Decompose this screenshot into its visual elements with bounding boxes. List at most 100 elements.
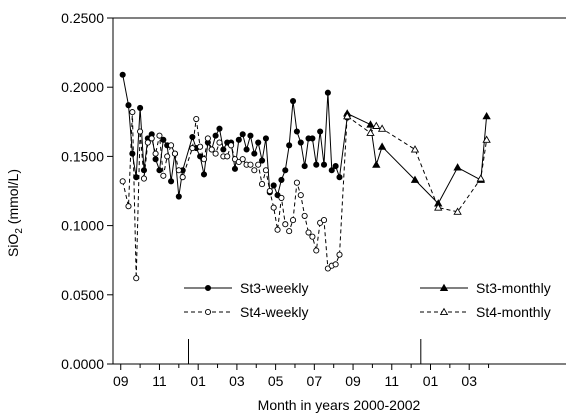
data-point xyxy=(259,181,266,188)
data-point xyxy=(140,175,148,182)
data-point xyxy=(320,161,328,168)
data-point xyxy=(189,145,196,152)
data-point xyxy=(231,165,239,172)
data-point xyxy=(160,172,167,179)
data-point xyxy=(235,136,242,143)
data-point xyxy=(216,139,223,146)
data-point xyxy=(133,174,140,181)
legend-marker xyxy=(439,283,449,291)
data-point xyxy=(171,150,178,157)
data-point xyxy=(301,163,308,170)
data-point xyxy=(129,109,136,116)
data-point xyxy=(200,171,208,178)
series-line xyxy=(122,74,348,197)
data-point xyxy=(125,102,132,109)
data-point xyxy=(434,203,443,211)
data-point xyxy=(324,89,331,96)
data-point xyxy=(410,145,420,153)
data-point xyxy=(247,132,254,139)
data-point xyxy=(255,161,262,168)
data-point xyxy=(144,139,151,146)
data-point xyxy=(164,153,171,160)
data-point xyxy=(200,156,208,163)
data-point xyxy=(278,176,285,183)
data-point xyxy=(366,128,375,136)
data-point xyxy=(193,115,200,123)
legend-item-st3-weekly: St3-weekly xyxy=(184,280,308,296)
data-point xyxy=(137,104,144,112)
data-point xyxy=(208,146,215,153)
data-point xyxy=(251,167,258,174)
x-tick-label: 09 xyxy=(345,373,361,389)
data-point xyxy=(212,150,219,157)
plot-marks xyxy=(119,71,491,282)
data-point xyxy=(453,163,462,171)
data-point xyxy=(262,135,269,142)
data-point xyxy=(289,217,297,224)
data-point xyxy=(297,139,304,146)
data-point xyxy=(160,136,167,143)
data-point xyxy=(289,97,297,105)
y-tick-label: 0.1500 xyxy=(61,148,104,164)
data-point xyxy=(332,261,339,268)
data-point xyxy=(119,71,126,78)
y-tick-label: 0.2500 xyxy=(61,10,104,26)
data-point xyxy=(313,161,320,168)
data-point xyxy=(293,128,300,135)
data-point xyxy=(270,204,277,211)
data-point xyxy=(482,135,491,143)
legend-item-st4-monthly: St4-monthly xyxy=(420,304,551,320)
y-tick-label: 0.2000 xyxy=(61,79,104,95)
data-point xyxy=(266,187,273,195)
data-point xyxy=(366,120,375,128)
data-point xyxy=(125,203,132,210)
data-point xyxy=(286,228,293,235)
data-point xyxy=(152,150,159,157)
data-point xyxy=(140,167,148,174)
data-point xyxy=(372,121,381,129)
x-tick-label: 03 xyxy=(461,373,477,389)
data-point xyxy=(320,217,328,224)
data-point xyxy=(239,131,246,138)
data-point xyxy=(328,167,335,174)
data-point xyxy=(313,247,320,254)
data-point xyxy=(148,135,155,142)
data-point xyxy=(332,163,339,170)
data-point xyxy=(286,142,293,149)
data-point xyxy=(224,153,231,160)
y-axis-title: SiO2 (mmol/L) xyxy=(5,169,25,257)
data-point xyxy=(259,157,266,164)
data-point xyxy=(175,167,182,174)
axes: 0.0000 0.0500 0.1000 0.1500 0.2000 0.2500 09 11… xyxy=(61,10,566,389)
x-axis-title: Month in years 2000-2002 xyxy=(258,397,421,413)
data-point xyxy=(278,194,285,201)
series-st4-monthly xyxy=(343,111,491,215)
data-point xyxy=(372,160,381,168)
data-point xyxy=(309,135,316,142)
legend-marker xyxy=(204,284,212,292)
legend-marker xyxy=(439,307,449,315)
data-point xyxy=(336,174,343,181)
legend-item-st4-weekly: St4-weekly xyxy=(184,304,308,320)
data-point xyxy=(137,128,144,135)
x-tick-label: 01 xyxy=(190,373,206,389)
data-point xyxy=(251,150,258,157)
data-point xyxy=(133,275,140,282)
data-point xyxy=(282,167,289,174)
data-point xyxy=(247,161,254,168)
x-tick-label: 11 xyxy=(384,373,399,389)
series-line xyxy=(346,115,488,213)
y-tick-label: 0.0000 xyxy=(61,356,104,372)
x-tick-label: 03 xyxy=(229,373,245,389)
data-point xyxy=(482,111,491,120)
data-point xyxy=(377,124,387,132)
x-tick-label: 09 xyxy=(113,373,129,389)
data-point xyxy=(119,178,126,185)
data-point xyxy=(216,125,223,132)
data-point xyxy=(239,156,246,163)
data-point xyxy=(317,128,324,135)
x-tick-label: 01 xyxy=(423,373,439,389)
data-point xyxy=(476,174,485,182)
y-tick-label: 0.0500 xyxy=(61,287,104,303)
data-point xyxy=(377,142,387,150)
